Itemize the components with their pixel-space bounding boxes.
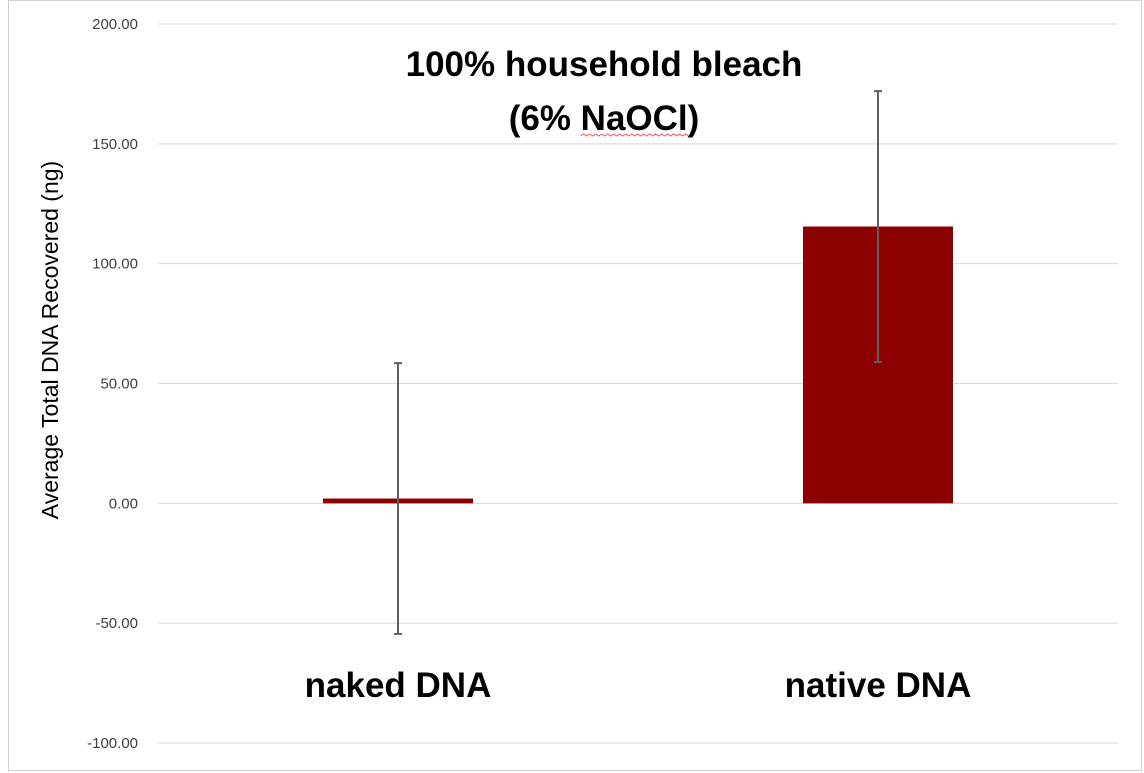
error-bar-native-dna xyxy=(874,90,882,363)
y-tick-label: -100.00 xyxy=(87,735,138,752)
spellcheck-underline xyxy=(580,133,689,137)
y-tick-label: 0.00 xyxy=(109,495,138,512)
error-bar-naked-dna xyxy=(394,362,402,635)
y-axis-label: Average Total DNA Recovered (ng) xyxy=(37,161,63,519)
chart-title-line-2: (6% NaOCl) xyxy=(509,99,700,138)
y-tick-label: -50.00 xyxy=(95,615,138,632)
chart-title-line-1: 100% household bleach xyxy=(406,45,803,84)
y-tick-label: 100.00 xyxy=(92,256,138,273)
category-label: native DNA xyxy=(785,666,972,705)
category-label: naked DNA xyxy=(305,666,492,705)
y-tick-label: 150.00 xyxy=(92,136,138,153)
y-tick-label: 200.00 xyxy=(92,16,138,33)
y-tick-label: 50.00 xyxy=(100,376,138,393)
